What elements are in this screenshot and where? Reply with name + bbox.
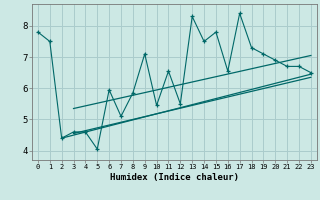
X-axis label: Humidex (Indice chaleur): Humidex (Indice chaleur): [110, 173, 239, 182]
